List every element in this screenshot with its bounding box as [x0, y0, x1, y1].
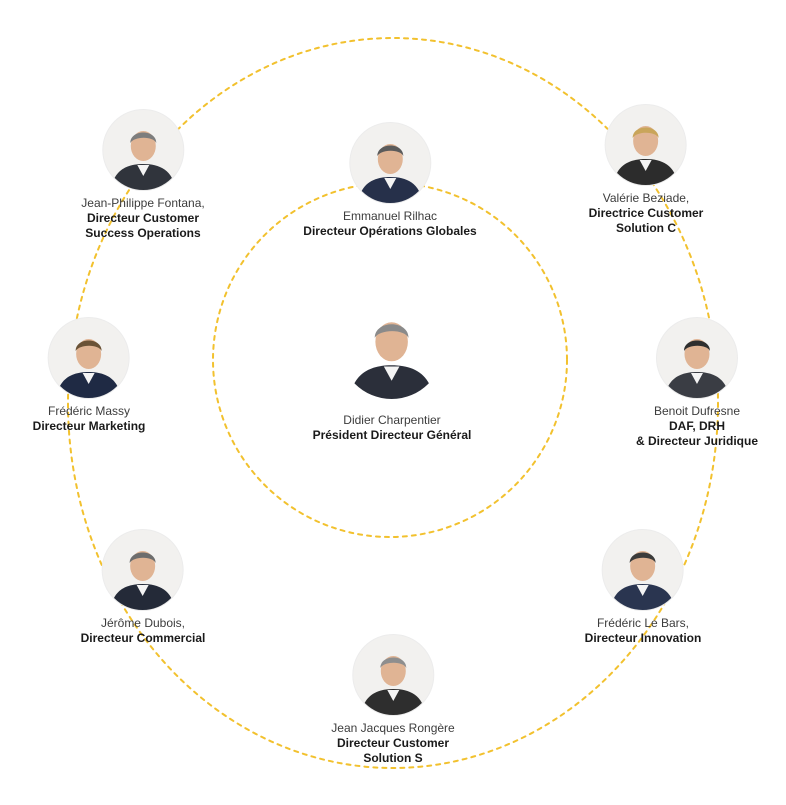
portrait-silhouette — [111, 551, 175, 610]
person-name: Frédéric Le Bars, — [596, 616, 690, 630]
outer-ring — [67, 37, 719, 769]
inner-ring — [212, 182, 568, 538]
person-name: Benoit Dufresne — [653, 404, 741, 418]
person-avatar-icon — [349, 123, 430, 203]
portrait-collar — [386, 690, 399, 701]
person-name: Jean-Philippe Fontana, — [81, 196, 205, 210]
person-center: Didier Charpentier Président Directeur G… — [312, 295, 472, 443]
person-role: Directeur Marketing — [32, 419, 146, 433]
person-name: Jean Jacques Rongère — [331, 721, 455, 735]
person-avatar-icon — [339, 295, 444, 399]
portrait-collar — [383, 178, 396, 189]
person-avatar-icon — [352, 635, 433, 715]
person-avatar-icon — [603, 530, 683, 610]
person-name: Emmanuel Rilhac — [342, 209, 438, 223]
person-benoit: Benoit Dufresne DAF, DRH & Directeur Jur… — [636, 318, 758, 449]
portrait-hair — [630, 552, 656, 563]
portrait-hair — [129, 132, 156, 143]
portrait-silhouette — [614, 126, 678, 185]
portrait-hair — [130, 552, 156, 563]
portrait-silhouette — [360, 656, 425, 715]
portrait-collar — [637, 585, 649, 596]
portrait-body — [111, 584, 175, 610]
person-jerome: Jérôme Dubois, Directeur Commercial — [80, 530, 206, 646]
person-emmanuel: Emmanuel Rilhac Directeur Opérations Glo… — [303, 123, 477, 239]
person-role: Directeur Innovation — [584, 631, 702, 645]
person-role: Directeur Commercial — [80, 631, 206, 645]
person-name: Frédéric Massy — [47, 404, 131, 418]
portrait-body — [357, 177, 422, 203]
person-role: Directrice Customer — [588, 206, 704, 220]
portrait-hair — [379, 657, 406, 668]
person-avatar-icon — [48, 318, 129, 398]
person-name: Valérie Beziade, — [602, 191, 690, 205]
person-avatar-icon — [657, 318, 737, 398]
portrait-silhouette — [350, 322, 434, 399]
person-role: Solution C — [616, 221, 676, 235]
portrait-hair — [375, 324, 409, 338]
person-avatar-icon — [102, 110, 183, 190]
person-avatar-icon — [606, 105, 686, 185]
portrait-silhouette — [110, 131, 175, 190]
person-role: Directeur Customer — [86, 211, 200, 225]
person-valerie: Valérie Beziade, Directrice Customer Sol… — [588, 105, 704, 236]
person-role: Solution S — [363, 751, 423, 765]
person-name: Didier Charpentier — [343, 413, 441, 427]
portrait-hair — [633, 127, 659, 138]
portrait-hair — [684, 340, 710, 351]
portrait-collar — [82, 373, 95, 384]
person-jean-jacques: Jean Jacques Rongère Directeur Customer … — [331, 635, 455, 766]
portrait-silhouette — [611, 551, 675, 610]
portrait-body — [56, 372, 121, 398]
portrait-silhouette — [357, 144, 422, 203]
person-role: Success Operations — [85, 226, 201, 240]
portrait-body — [110, 164, 175, 190]
person-role: Directeur Customer — [336, 736, 450, 750]
person-role: & Directeur Juridique — [635, 434, 759, 448]
person-jean-philippe: Jean-Philippe Fontana, Directeur Custome… — [81, 110, 205, 241]
person-name: Jérôme Dubois, — [100, 616, 186, 630]
person-frederic-massy: Frédéric Massy Directeur Marketing — [32, 318, 146, 434]
portrait-silhouette — [665, 339, 729, 398]
portrait-collar — [136, 165, 149, 176]
portrait-body — [611, 584, 675, 610]
portrait-hair — [75, 340, 102, 351]
person-role: Président Directeur Général — [312, 428, 472, 442]
person-avatar-icon — [103, 530, 183, 610]
portrait-collar — [640, 160, 652, 171]
portrait-body — [614, 159, 678, 185]
portrait-collar — [384, 366, 400, 381]
person-role: Directeur Opérations Globales — [303, 224, 477, 238]
portrait-silhouette — [56, 339, 121, 398]
portrait-body — [350, 365, 434, 399]
person-frederic-lebars: Frédéric Le Bars, Directeur Innovation — [584, 530, 702, 646]
portrait-hair — [376, 145, 403, 156]
person-role: DAF, DRH — [669, 419, 725, 433]
portrait-body — [665, 372, 729, 398]
portrait-collar — [137, 585, 149, 596]
portrait-collar — [691, 373, 703, 384]
portrait-body — [360, 689, 425, 715]
